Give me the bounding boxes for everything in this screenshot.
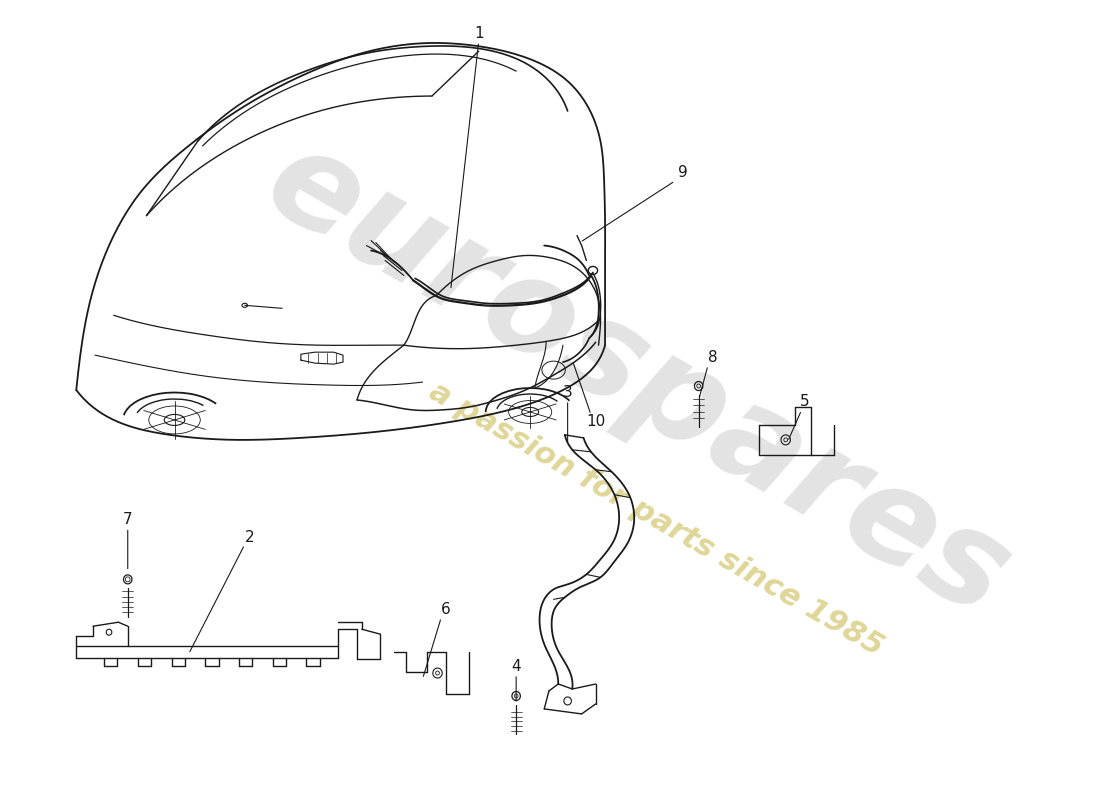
Text: 3: 3 xyxy=(563,385,572,399)
Text: 2: 2 xyxy=(244,530,254,545)
Text: 9: 9 xyxy=(678,166,688,180)
Text: 5: 5 xyxy=(800,394,810,410)
Text: 8: 8 xyxy=(708,350,717,365)
Text: eurospares: eurospares xyxy=(244,116,1031,644)
Text: a passion for parts since 1985: a passion for parts since 1985 xyxy=(425,377,889,662)
Text: 1: 1 xyxy=(474,26,484,41)
Text: 6: 6 xyxy=(441,602,451,617)
Text: 10: 10 xyxy=(586,414,605,430)
Text: 4: 4 xyxy=(512,658,521,674)
Text: 7: 7 xyxy=(123,512,133,527)
